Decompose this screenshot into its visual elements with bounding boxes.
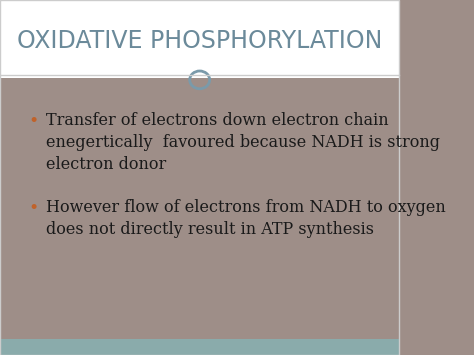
Text: OXIDATIVE PHOSPHORYLATION: OXIDATIVE PHOSPHORYLATION	[17, 29, 383, 53]
Text: •: •	[28, 112, 38, 130]
Text: •: •	[28, 199, 38, 217]
FancyBboxPatch shape	[0, 0, 400, 78]
FancyBboxPatch shape	[0, 339, 400, 355]
Text: Transfer of electrons down electron chain
enegertically  favoured because NADH i: Transfer of electrons down electron chai…	[46, 112, 440, 173]
Text: However flow of electrons from NADH to oxygen
does not directly result in ATP sy: However flow of electrons from NADH to o…	[46, 199, 446, 238]
